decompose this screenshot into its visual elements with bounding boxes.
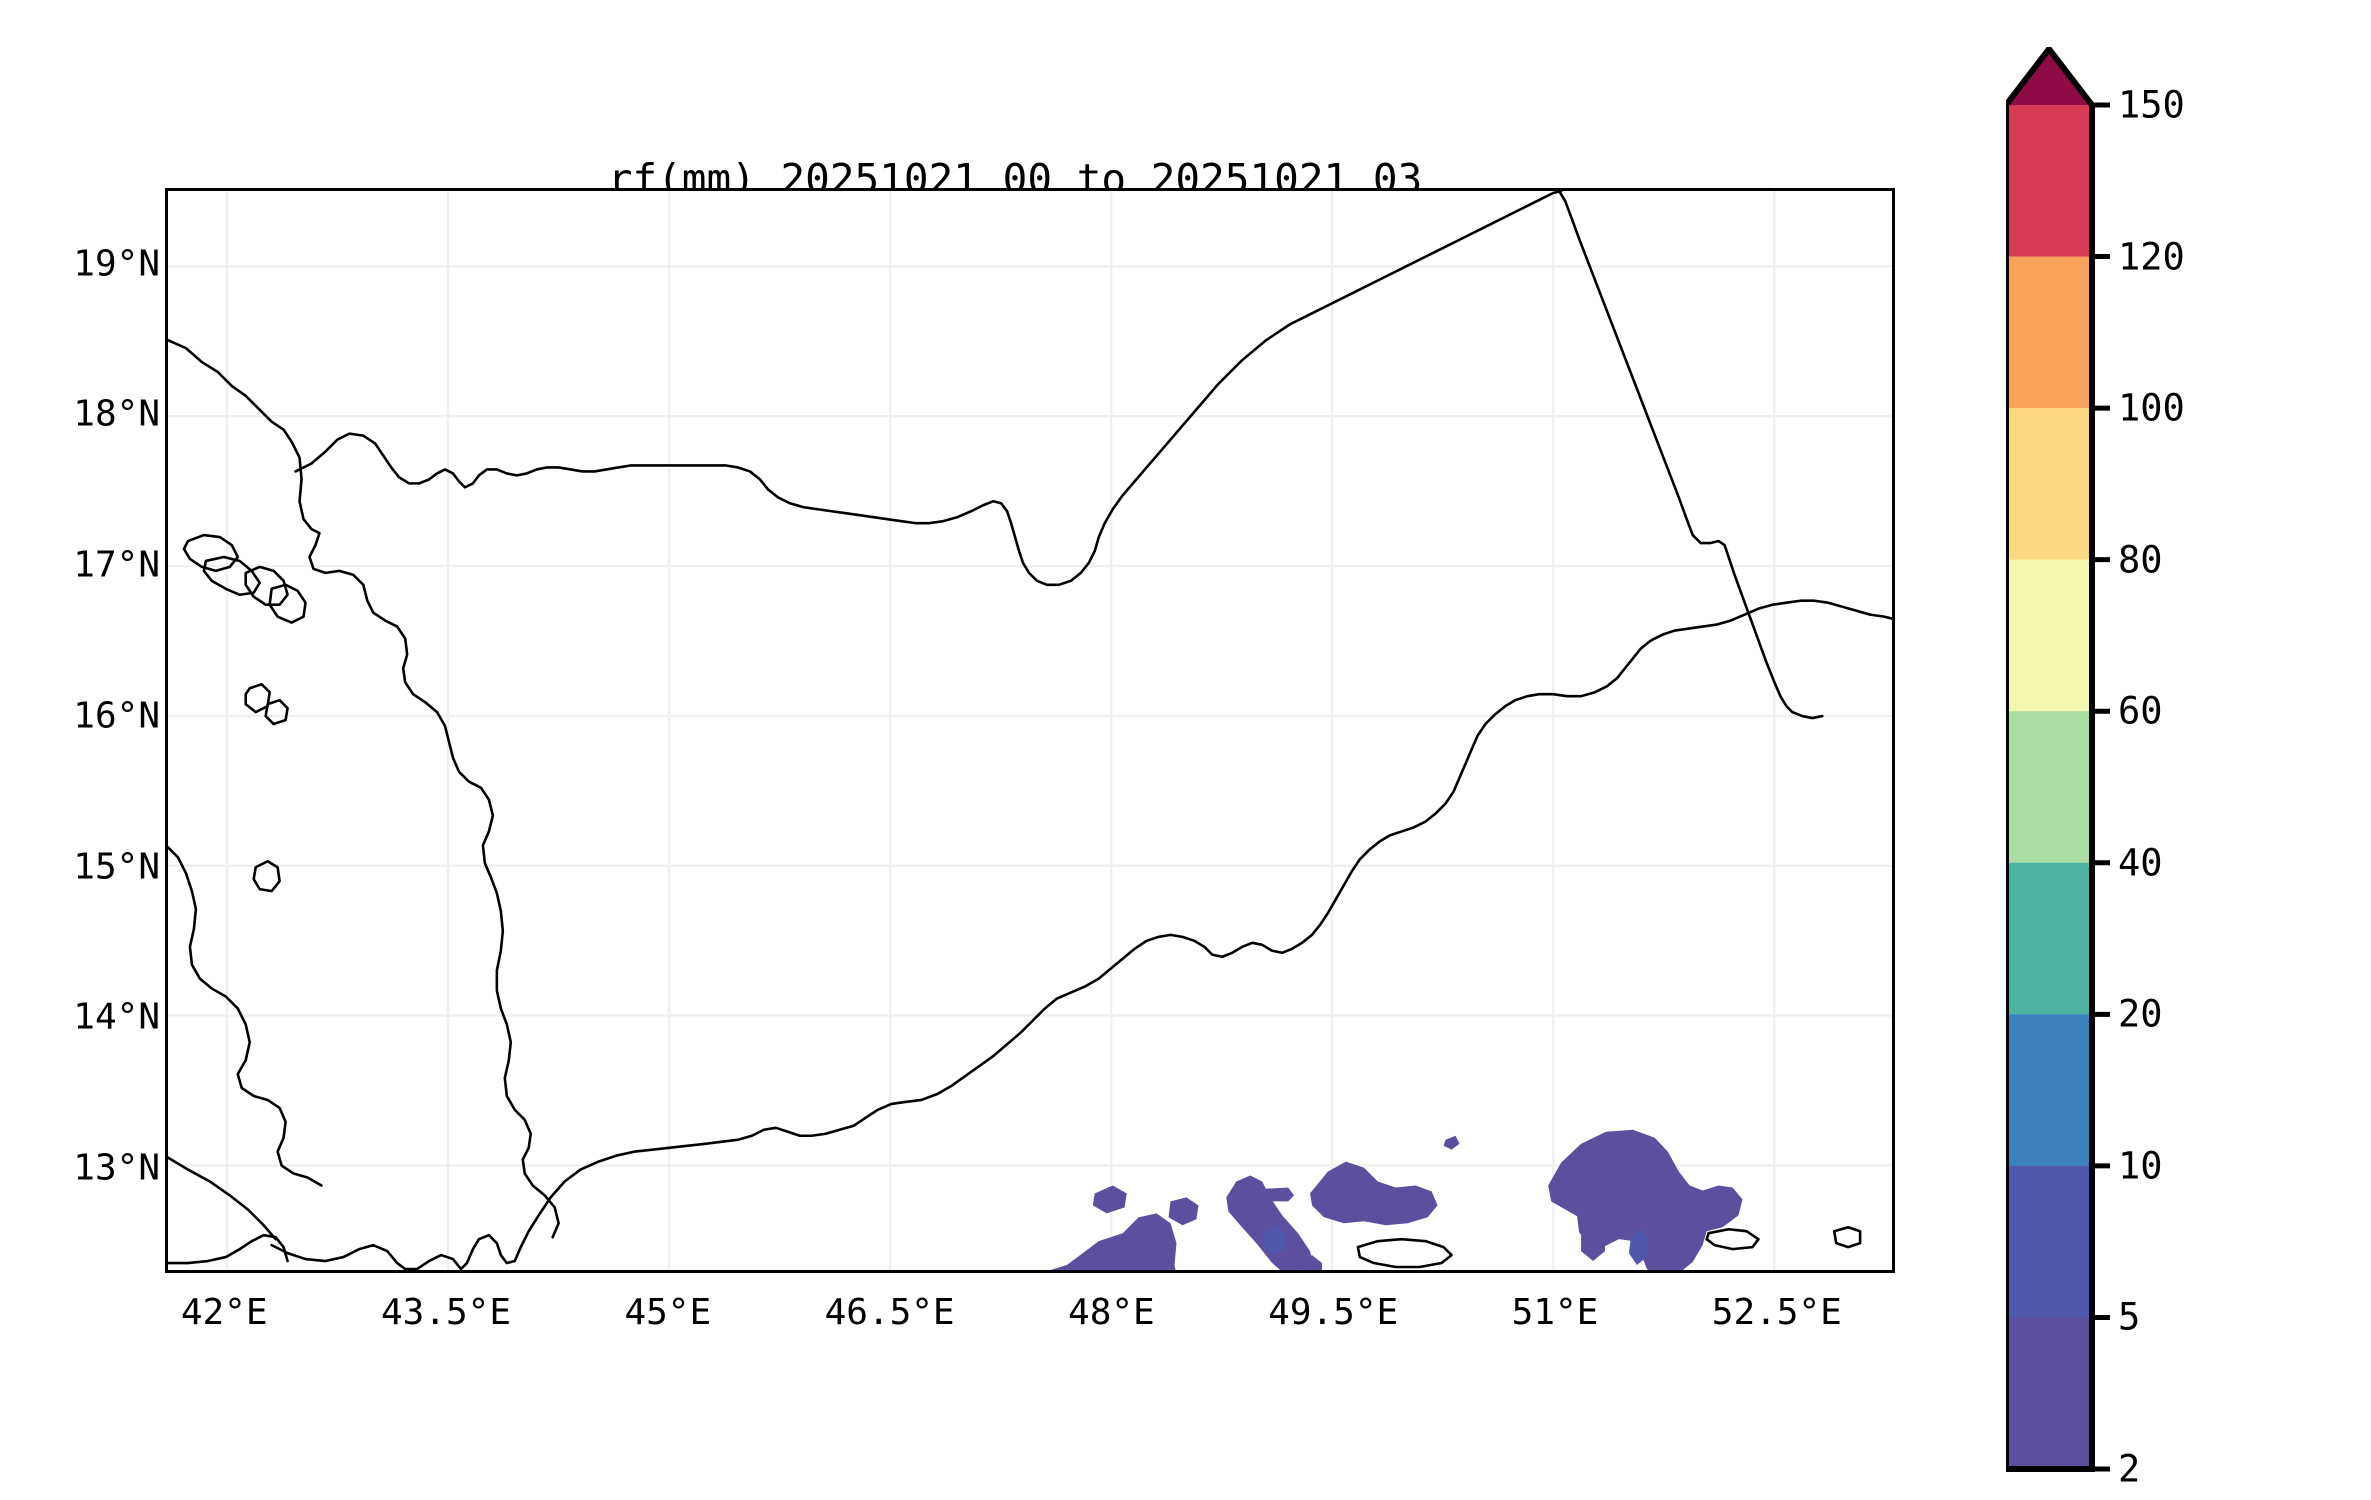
y-tick-label-18: 18°N — [73, 393, 160, 435]
colorbar-band-2–5 — [2006, 1317, 2092, 1470]
colorbar-label-10: 10 — [2118, 1144, 2163, 1188]
colorbar-label-80: 80 — [2118, 538, 2163, 582]
colorbar-band-120–150 — [2006, 105, 2092, 258]
colorbar-label-40: 40 — [2118, 841, 2163, 885]
x-tick-label-51: 51°E — [1511, 1292, 1599, 1333]
x-tick-label-48: 48°E — [1068, 1292, 1155, 1333]
colorbar-band-10–20 — [2006, 1014, 2092, 1167]
x-tick-label-49-5: 49.5°E — [1268, 1292, 1399, 1333]
colorbar-label-120: 120 — [2118, 235, 2185, 279]
x-tick-label-45: 45°E — [624, 1292, 712, 1333]
map-axes — [165, 188, 1895, 1273]
colorbar-band-40–60 — [2006, 711, 2092, 864]
y-tick-label-13: 13°N — [73, 1147, 160, 1189]
colorbar: 150 120 100 80 60 40 20 10 5 2 — [2006, 47, 2346, 1491]
colorbar-band-100–120 — [2006, 256, 2092, 409]
colorbar-label-100: 100 — [2118, 386, 2185, 430]
rainfall-contour-5-10 — [1262, 1225, 1649, 1266]
colorbar-label-60: 60 — [2118, 689, 2163, 733]
colorbar-outline — [2006, 47, 2095, 1472]
colorbar-label-20: 20 — [2118, 992, 2163, 1036]
colorbar-label-2: 2 — [2118, 1447, 2141, 1491]
gridlines — [168, 191, 1892, 1270]
x-tick-label-42: 42°E — [180, 1292, 268, 1333]
colorbar-bands — [2006, 105, 2092, 1470]
x-tick-label-46-5: 46.5°E — [824, 1292, 955, 1333]
colorbar-extend-arrow — [2006, 49, 2092, 105]
y-tick-label-14: 14°N — [73, 996, 160, 1038]
y-tick-label-19: 19°N — [73, 243, 160, 285]
colorbar-band-20–40 — [2006, 862, 2092, 1015]
y-tick-label-17: 17°N — [73, 544, 160, 586]
map-canvas — [168, 191, 1892, 1270]
colorbar-band-5–10 — [2006, 1165, 2092, 1319]
colorbar-band-60–80 — [2006, 559, 2092, 712]
colorbar-label-5: 5 — [2118, 1295, 2141, 1339]
x-tick-label-43-5: 43.5°E — [380, 1292, 512, 1333]
y-tick-label-16: 16°N — [73, 695, 160, 737]
rainfall-contour-2-5 — [1050, 1129, 1743, 1270]
x-tick-label-52-5: 52.5°E — [1711, 1292, 1842, 1333]
colorbar-band-80–100 — [2006, 408, 2092, 561]
coastlines-and-borders — [168, 191, 1892, 1270]
colorbar-label-150: 150 — [2118, 83, 2185, 127]
colorbar-ticks — [2092, 102, 2110, 1472]
y-tick-label-15: 15°N — [73, 846, 160, 887]
